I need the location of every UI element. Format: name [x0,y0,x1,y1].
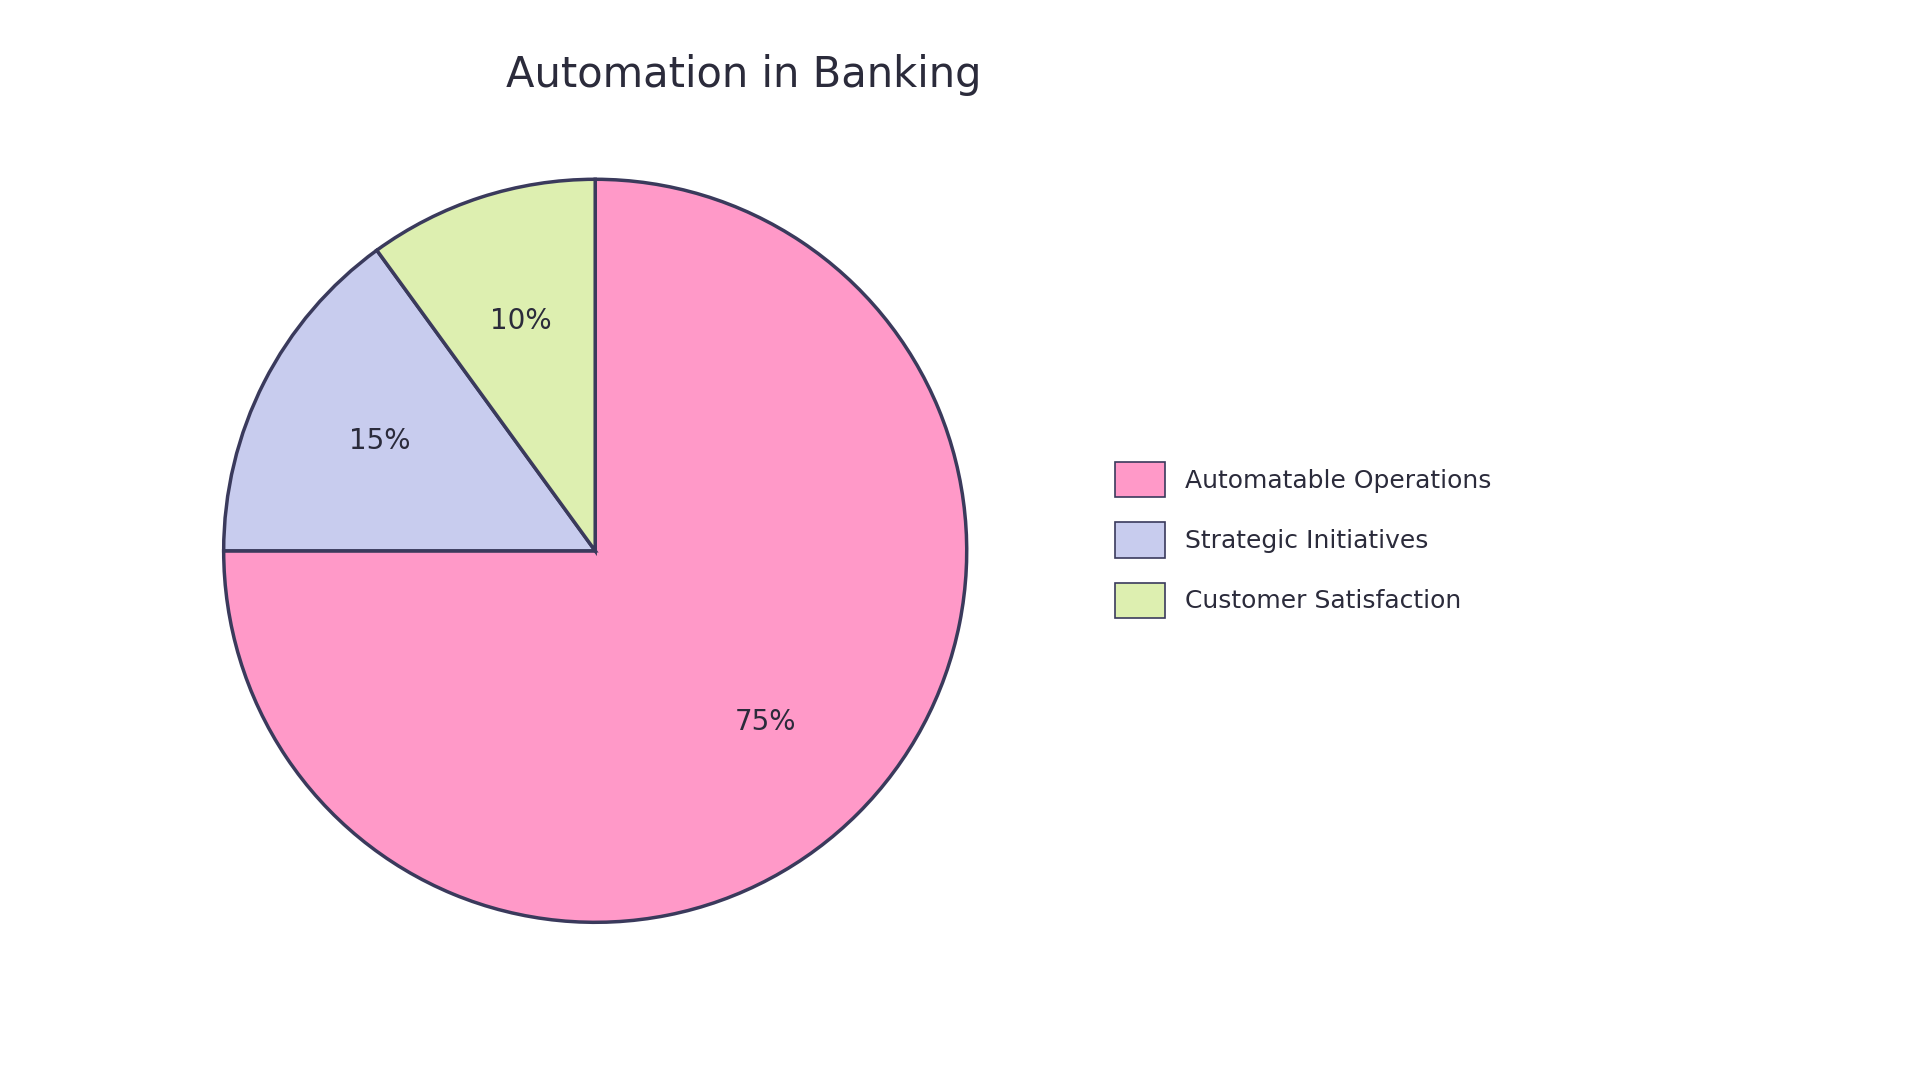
Text: Automation in Banking: Automation in Banking [507,54,981,96]
Wedge shape [225,251,595,551]
Legend: Automatable Operations, Strategic Initiatives, Customer Satisfaction: Automatable Operations, Strategic Initia… [1102,449,1503,631]
Text: 10%: 10% [490,307,551,335]
Wedge shape [376,179,595,551]
Text: 75%: 75% [735,707,797,735]
Text: 15%: 15% [349,428,411,455]
Wedge shape [225,179,966,922]
